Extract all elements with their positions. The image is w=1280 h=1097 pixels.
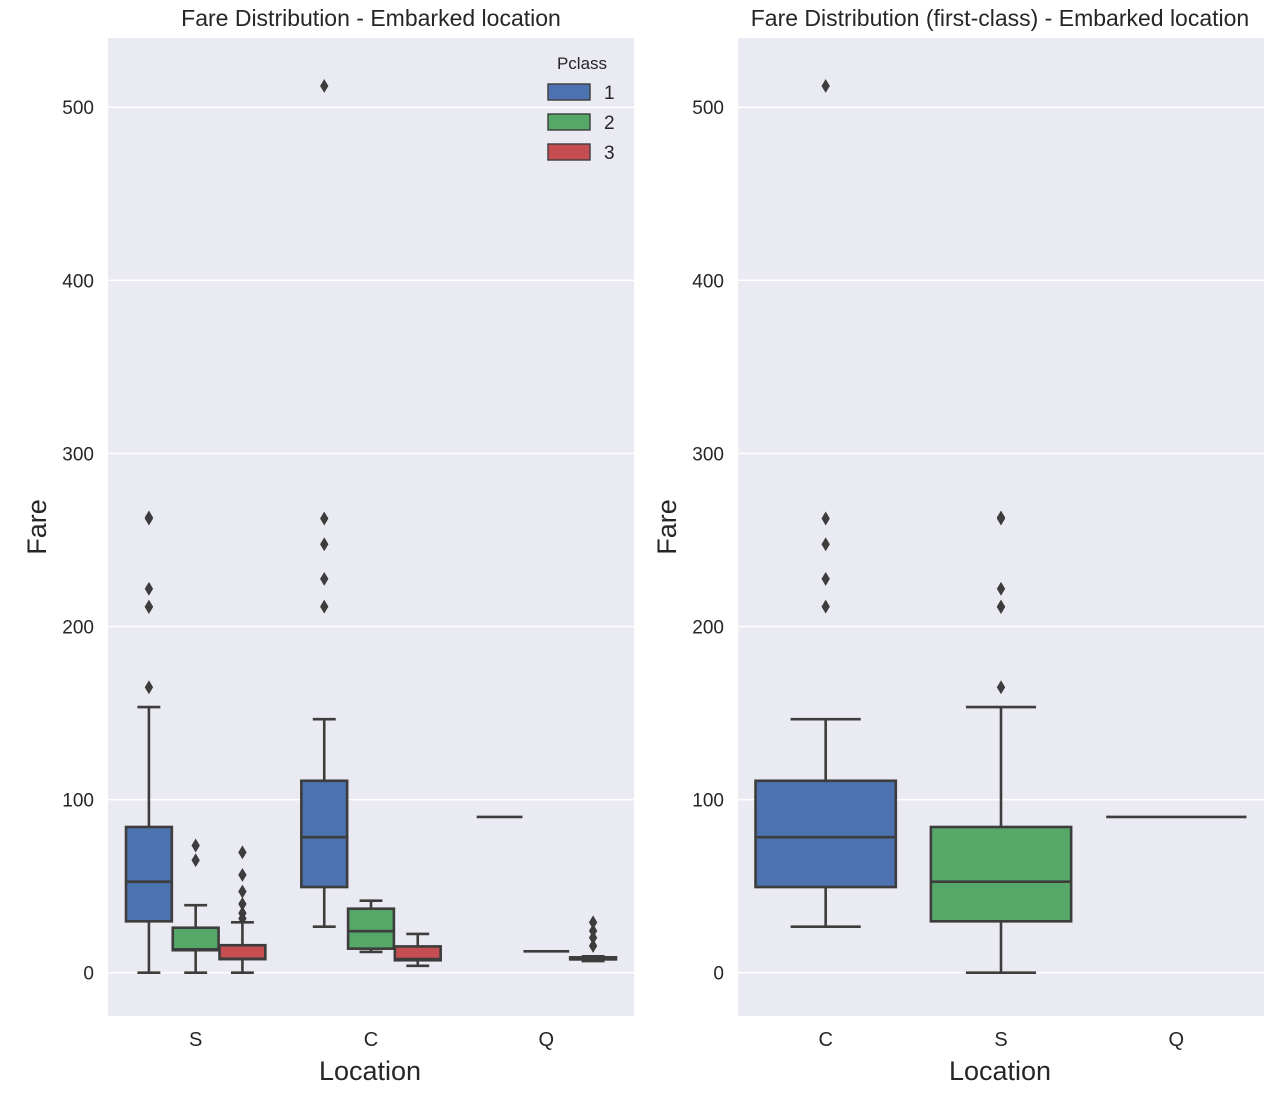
- box-s3-S-outlier-2: [238, 897, 247, 911]
- box-s1-S-outlier-3: [144, 581, 154, 596]
- x-tick-label-Q: Q: [1169, 1029, 1185, 1051]
- box-p2-S-outlier-0: [996, 680, 1006, 695]
- y-tick-label-100: 100: [62, 791, 94, 812]
- y-tick-label-400: 400: [62, 271, 94, 292]
- legend-swatch-3: [547, 143, 591, 161]
- x-tick-label-C: C: [818, 1029, 832, 1051]
- y-tick-label-300: 300: [692, 444, 724, 465]
- box-s1-S-outlier-2: [144, 599, 154, 614]
- box-s1-C-outlier-2: [320, 537, 329, 552]
- box-s1-C-iqr-rect: [300, 779, 349, 889]
- box-s1-C-outlier-1: [320, 571, 329, 586]
- legend-swatch-1: [547, 83, 591, 101]
- box-s3-Q-outlier-3: [588, 915, 598, 930]
- legend-label-3: 3: [604, 143, 615, 164]
- box-p2-C-outlier-3: [821, 511, 830, 526]
- x-axis-label: Location: [949, 1056, 1051, 1086]
- box-s3-Q-outlier-0: [588, 938, 598, 953]
- box-s3-S-iqr-rect: [218, 943, 267, 961]
- box-s1-C-outlier-4: [320, 78, 329, 93]
- box-p2-C-iqr-rect: [754, 779, 898, 889]
- y-tick-label-400: 400: [692, 271, 724, 292]
- x-tick-label-S: S: [189, 1029, 202, 1051]
- box-s2-S-outlier-1: [191, 838, 200, 853]
- box-p2-C-outlier-0: [821, 599, 830, 614]
- y-tick-label-200: 200: [62, 618, 94, 639]
- box-s3-Q-outlier-2: [588, 923, 598, 938]
- chart-right-panel: 0 100 200 300 400 500 Fare Distribution (first…: [652, 5, 1264, 1086]
- box-p2-C-outlier-2: [821, 537, 830, 552]
- box-s3-S-outlier-1: [238, 906, 247, 921]
- x-tick-label-Q: Q: [539, 1029, 555, 1051]
- y-tick-label-500: 500: [62, 98, 94, 119]
- legend-label-1: 1: [604, 83, 615, 104]
- box-s1-S-iqr-rect: [124, 825, 174, 923]
- y-tick-label-0: 0: [83, 964, 94, 985]
- y-axis-label: Fare: [22, 499, 52, 555]
- x-axis-label: Location: [319, 1056, 421, 1086]
- box-s2-C-iqr-rect: [346, 907, 396, 950]
- box-s1-S-outlier-5: [144, 510, 154, 525]
- plot-area: [108, 38, 634, 1016]
- box-p2-S-iqr-rect: [929, 825, 1073, 923]
- y-tick-label-200: 200: [692, 618, 724, 639]
- box-s2-S-outlier-0: [191, 853, 200, 868]
- y-tick-label-100: 100: [692, 791, 724, 812]
- box-s3-S-outlier-4: [238, 867, 247, 882]
- chart-title: Fare Distribution - Embarked location: [181, 5, 561, 31]
- box-s1-C-outlier-0: [320, 599, 329, 614]
- y-tick-label-500: 500: [692, 98, 724, 119]
- legend-swatch-2: [547, 113, 591, 131]
- box-p2-S-outlier-5: [996, 510, 1006, 525]
- x-tick-label-C: C: [364, 1029, 378, 1051]
- chart-left-panel: 0 100 200 300 400 500 Fare Distribution - Emba…: [22, 5, 634, 1086]
- box-s3-S-outlier-5: [238, 845, 247, 860]
- box-s1-S-outlier-0: [144, 680, 154, 695]
- box-s3-S-outlier-3: [238, 884, 247, 899]
- box-s1-C-outlier-3: [320, 511, 329, 526]
- y-axis-label: Fare: [652, 499, 682, 555]
- box-s2-S-iqr-rect: [171, 926, 220, 952]
- chart-title: Fare Distribution (first-class) - Embark…: [751, 5, 1249, 31]
- box-p2-S-outlier-2: [996, 599, 1006, 614]
- legend-title: Pclass: [557, 54, 607, 73]
- y-tick-label-300: 300: [62, 444, 94, 465]
- box-p2-C-outlier-1: [821, 571, 830, 586]
- box-p2-S-outlier-3: [996, 581, 1006, 596]
- x-tick-label-S: S: [994, 1029, 1007, 1051]
- box-p2-C-outlier-4: [821, 78, 830, 93]
- y-tick-label-0: 0: [713, 964, 724, 985]
- legend-label-2: 2: [604, 113, 615, 134]
